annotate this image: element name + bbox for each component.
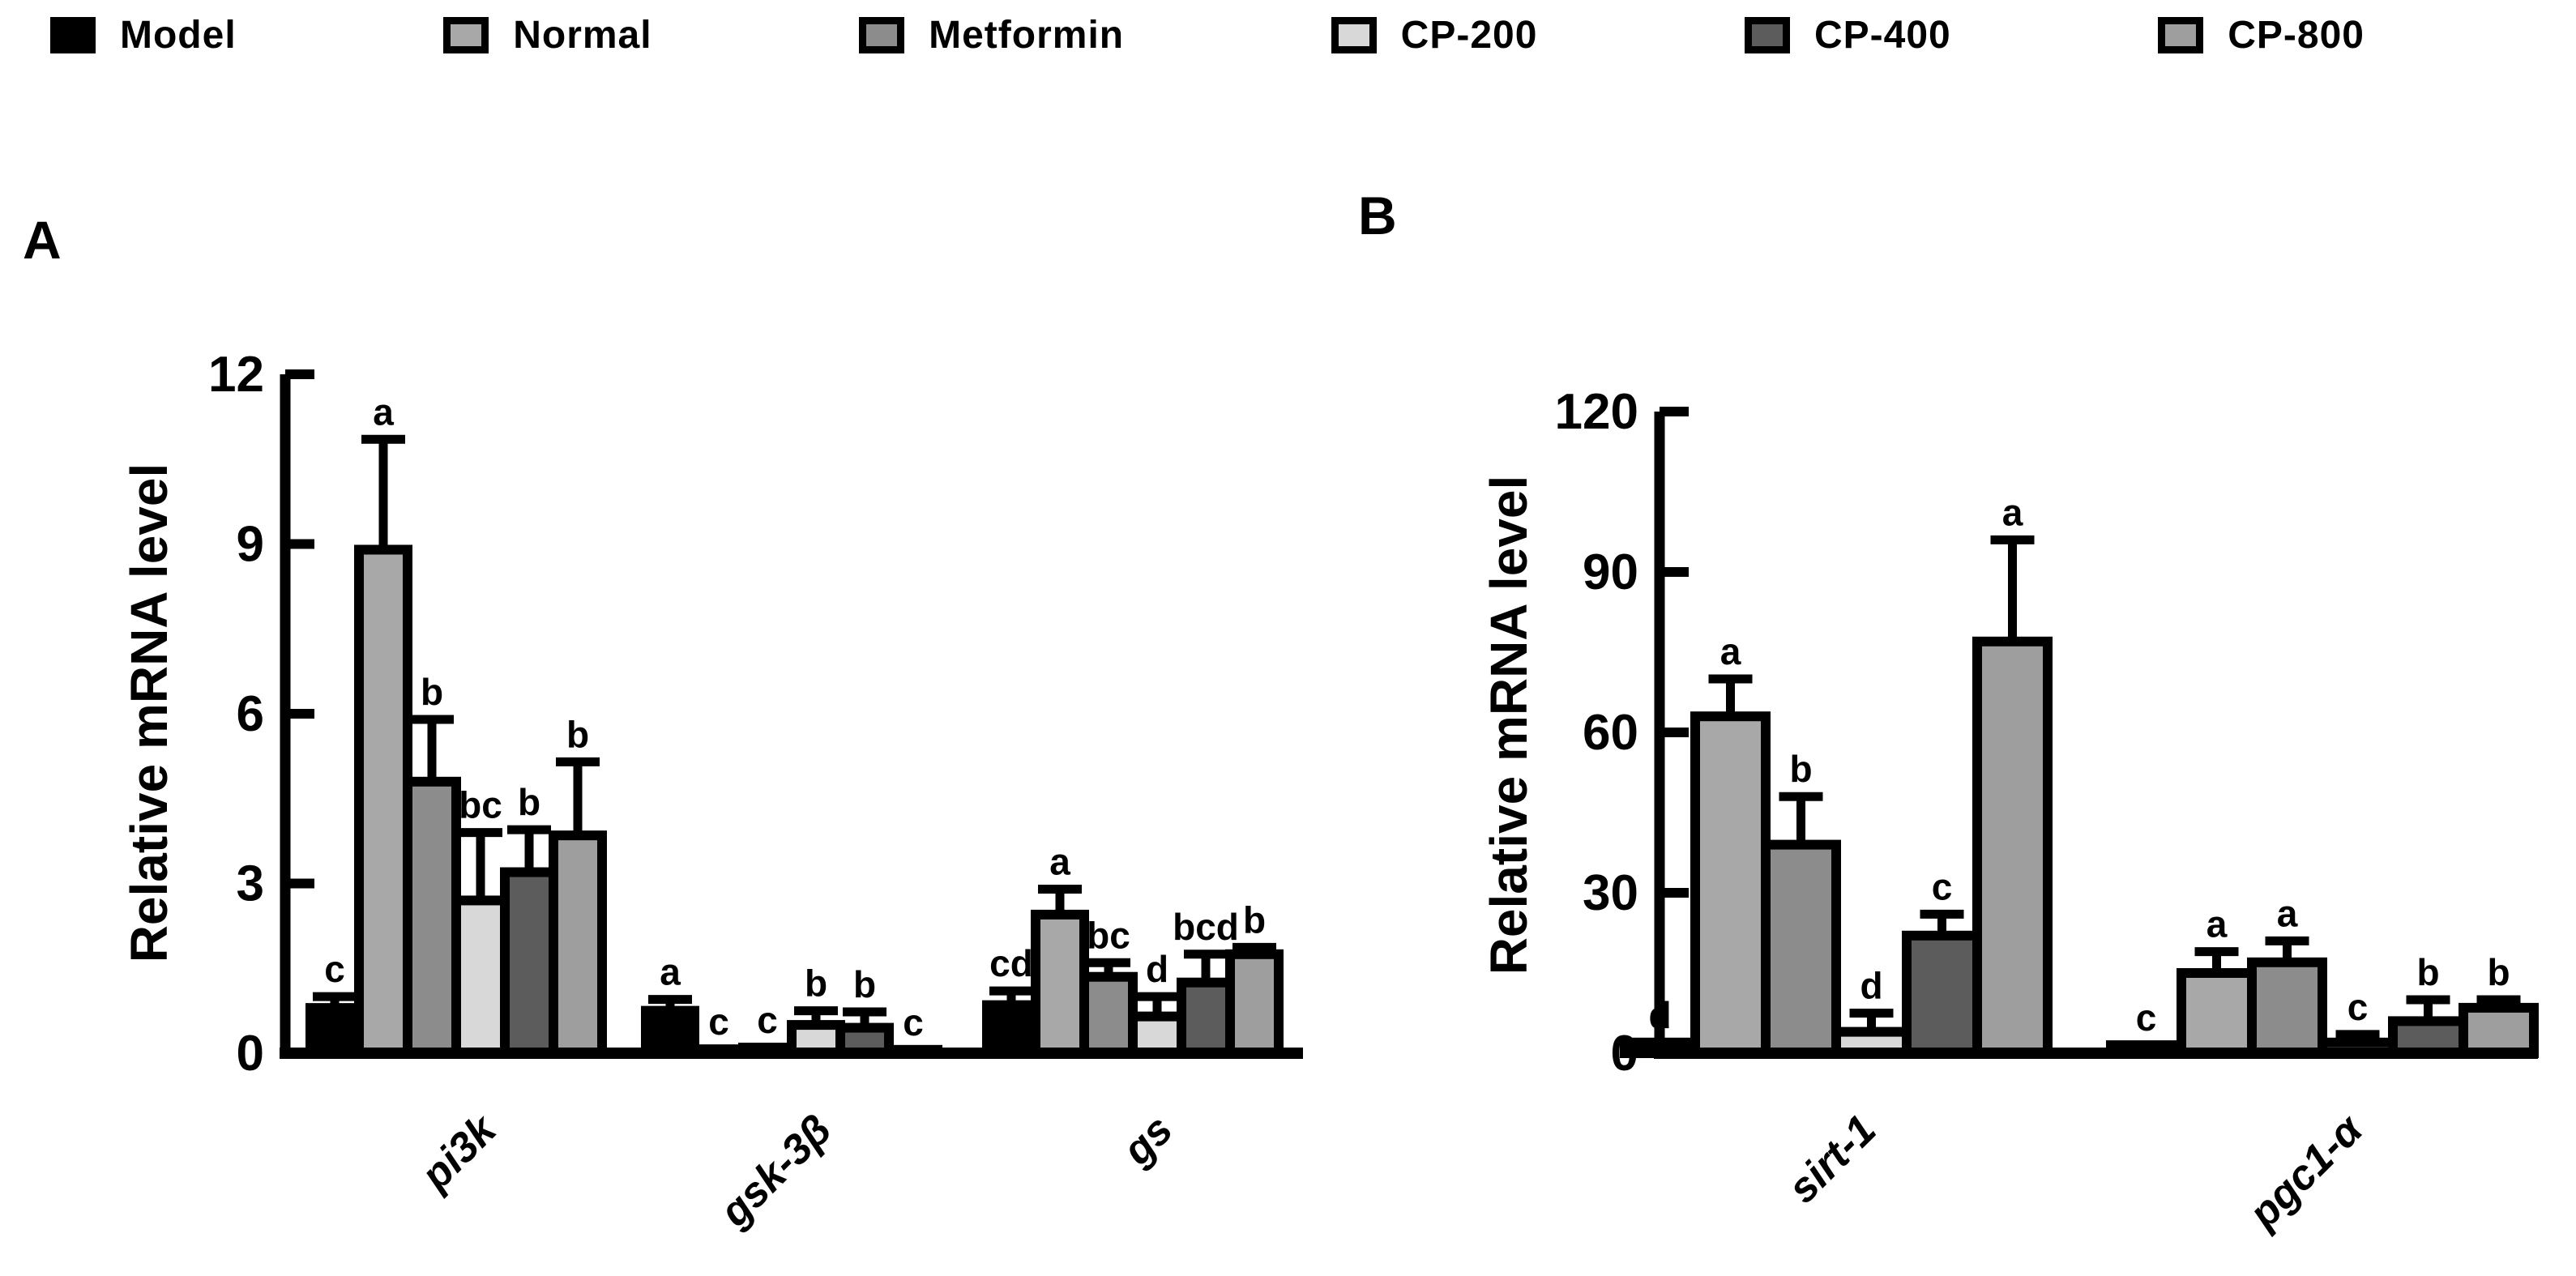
sig-letter: a	[2002, 491, 2023, 533]
bar-model-gs	[982, 1000, 1040, 1059]
sig-letter: c	[2347, 986, 2369, 1028]
sig-letter: c	[324, 948, 345, 990]
x-category-label: pgc1-α	[2239, 1105, 2373, 1239]
legend-swatch-fill	[58, 24, 88, 46]
sig-letter: b	[805, 962, 827, 1005]
legend-label: Metformin	[929, 14, 1125, 57]
legend-swatch-icon	[859, 17, 905, 53]
y-tick-label: 12	[208, 347, 264, 403]
sig-letter: a	[2206, 903, 2228, 945]
bar-cp-800-sirt-1	[1972, 636, 2053, 1058]
y-tick-label: 3	[237, 856, 264, 912]
bar-normal-gs	[1031, 909, 1089, 1058]
sig-letter: d	[1860, 965, 1882, 1007]
x-category-label: gs	[1113, 1106, 1182, 1175]
panel-label-a: A	[23, 210, 62, 270]
bar-metformin-sirt-1	[1761, 839, 1841, 1058]
sig-letter: cd	[989, 942, 1033, 984]
legend-item-normal: Normal	[443, 13, 651, 58]
y-tick-label: 30	[1583, 865, 1638, 921]
sig-letter: d	[1146, 948, 1168, 990]
sig-letter: a	[2277, 892, 2298, 934]
y-axis-title: Relative mRNA level	[120, 463, 178, 963]
x-category-label: sirt-1	[1779, 1106, 1886, 1212]
legend-swatch-fill	[1751, 24, 1783, 46]
sig-letter: d	[1648, 994, 1671, 1036]
y-tick-label: 6	[237, 686, 264, 742]
bar-normal-pgc1-α	[2177, 968, 2257, 1058]
legend-item-cp-400: CP-400	[1744, 13, 1951, 58]
sig-letter: b	[518, 781, 540, 823]
bar-metformin-pgc1-α	[2247, 957, 2327, 1059]
bar-cp-200-pi3k	[451, 895, 510, 1058]
bar-normal-pi3k	[354, 544, 412, 1058]
legend-label: CP-800	[2228, 14, 2365, 57]
x-category-label: pi3k	[411, 1104, 506, 1200]
y-axis-title: Relative mRNA level	[1480, 476, 1538, 975]
legend-swatch-icon	[1744, 17, 1790, 53]
panel-label-b: B	[1358, 186, 1397, 245]
sig-letter: b	[566, 713, 589, 755]
sig-letter: a	[373, 390, 394, 433]
sig-letter: c	[903, 1001, 924, 1043]
legend-swatch-fill	[1338, 24, 1369, 46]
sig-letter: bcd	[1173, 906, 1239, 948]
bar-cp-800-pi3k	[549, 830, 607, 1059]
sig-letter: c	[1932, 865, 1953, 907]
sig-letter: c	[2136, 996, 2157, 1039]
legend-item-model: Model	[50, 13, 237, 58]
bar-cp-800-pgc1-α	[2459, 1002, 2539, 1059]
sig-letter: b	[2487, 951, 2510, 993]
chart-panel-b: 0306090120Relative mRNA leveldcaabadccba…	[1480, 384, 2539, 1239]
sig-letter: b	[853, 963, 876, 1005]
legend-item-cp-800: CP-800	[2158, 13, 2365, 58]
legend-swatch-fill	[2165, 24, 2197, 46]
bar-metformin-pi3k	[403, 776, 461, 1058]
y-tick-label: 9	[237, 517, 264, 573]
bar-cp-400-gs	[1177, 977, 1235, 1059]
y-tick-label: 90	[1583, 544, 1638, 600]
sig-letter: a	[1720, 630, 1741, 672]
sig-letter: c	[757, 999, 778, 1041]
bar-normal-sirt-1	[1690, 711, 1771, 1058]
legend-swatch-icon	[443, 17, 489, 53]
legend-swatch-fill	[866, 24, 898, 46]
legend: Model Normal Metformin CP-200 CP-400 CP-800	[50, 13, 2365, 58]
bar-cp-400-pi3k	[500, 867, 558, 1058]
bar-metformin-gs	[1079, 971, 1138, 1058]
legend-swatch-icon	[2158, 17, 2204, 53]
legend-swatch-fill	[451, 24, 482, 46]
bar-cp-800-gs	[1225, 949, 1284, 1058]
y-tick-label: 0	[237, 1026, 264, 1082]
bar-model-gsk-3β	[641, 1005, 699, 1058]
sig-letter: b	[421, 671, 443, 713]
sig-letter: c	[708, 1001, 729, 1043]
sig-letter: a	[1049, 840, 1070, 882]
legend-label: CP-200	[1400, 14, 1538, 57]
sig-letter: b	[1789, 748, 1812, 790]
sig-letter: bc	[459, 784, 502, 826]
legend-label: Normal	[513, 14, 652, 57]
legend-item-metformin: Metformin	[859, 13, 1124, 58]
bar-model-pi3k	[305, 1003, 364, 1058]
bar-cp-400-sirt-1	[1902, 930, 1982, 1059]
sig-letter: a	[660, 951, 681, 993]
legend-swatch-icon	[50, 17, 96, 53]
y-tick-label: 120	[1555, 384, 1638, 440]
legend-item-cp-200: CP-200	[1331, 13, 1538, 58]
x-category-label: gsk-3β	[711, 1106, 841, 1236]
sig-letter: b	[1243, 898, 1266, 941]
sig-letter: b	[2416, 951, 2439, 993]
legend-swatch-icon	[1331, 17, 1377, 53]
sig-letter: bc	[1087, 914, 1130, 956]
y-tick-label: 60	[1583, 705, 1638, 761]
legend-label: CP-400	[1813, 14, 1951, 57]
legend-label: Model	[120, 14, 237, 57]
